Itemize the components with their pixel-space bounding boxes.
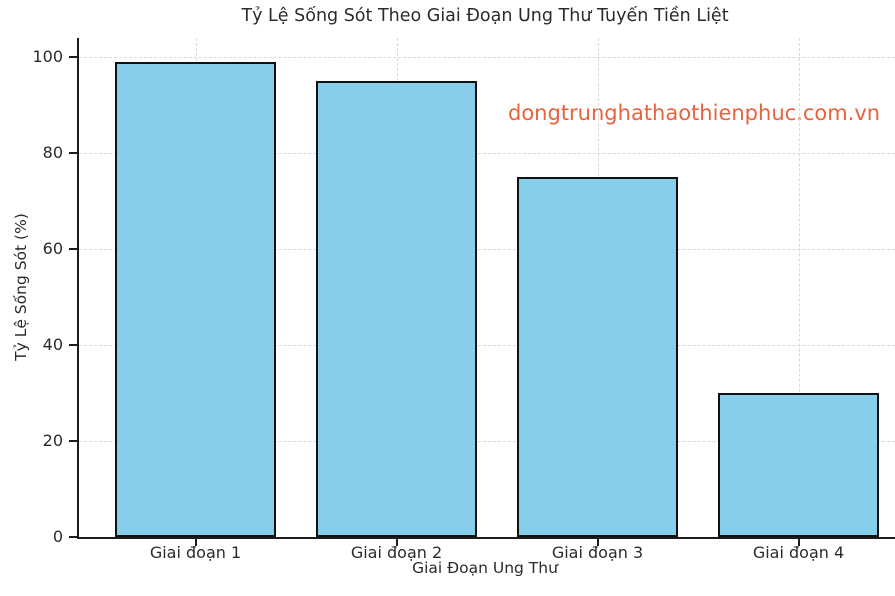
bar-giai-đoạn-3	[517, 177, 678, 537]
y-tick-mark	[69, 344, 77, 347]
x-tick-mark	[797, 539, 800, 546]
x-tick-label: Giai đoạn 1	[149, 543, 242, 562]
y-tick-label: 60	[42, 239, 63, 259]
y-tick-mark	[69, 536, 77, 538]
plot-area: 0 20 40 60 80 100 Giai đoạn 1 Giai đoạn 2 Giai đ…	[32, 38, 895, 562]
y-tick-mark	[69, 56, 77, 59]
x-axis-label: Giai Đoạn Ung Thư	[412, 559, 558, 577]
gridline-horizontal	[79, 153, 895, 155]
y-tick-label: 100	[32, 47, 63, 67]
y-tick-mark	[69, 248, 77, 251]
y-tick-mark	[69, 440, 77, 443]
watermark-text: dongtrunghathaothienphuc.com.vn	[508, 101, 881, 125]
y-tick-label: 20	[42, 431, 63, 451]
gridline-horizontal	[79, 345, 895, 347]
bar-giai-đoạn-1	[115, 62, 276, 537]
y-tick-label: 0	[52, 527, 63, 546]
x-tick-mark	[395, 539, 398, 546]
gridline-horizontal	[79, 441, 895, 443]
chart-title: Tỷ Lệ Sống Sót Theo Giai Đoạn Ung Thư Tu…	[241, 6, 729, 26]
gridline-vertical	[798, 38, 800, 537]
gridline-horizontal	[79, 249, 895, 251]
x-tick-label: Giai đoạn 4	[752, 543, 845, 562]
gridline-horizontal	[79, 57, 895, 59]
x-tick-mark	[194, 539, 197, 546]
y-tick-label: 40	[42, 335, 63, 355]
y-tick-label: 80	[42, 143, 63, 163]
bar-giai-đoạn-4	[718, 393, 879, 537]
x-tick-mark	[596, 539, 599, 546]
x-tick-label: Giai đoạn 3	[551, 543, 644, 562]
x-tick-label: Giai đoạn 2	[350, 543, 443, 562]
y-tick-mark	[69, 152, 77, 155]
bar-giai-đoạn-2	[316, 81, 477, 537]
